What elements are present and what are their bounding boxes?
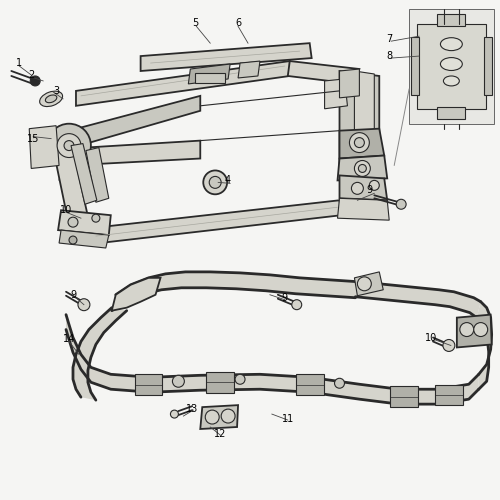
Text: 3: 3 bbox=[53, 86, 59, 96]
Circle shape bbox=[474, 322, 488, 336]
Bar bbox=[390, 386, 418, 407]
Bar bbox=[196, 73, 225, 83]
Polygon shape bbox=[112, 272, 360, 310]
Polygon shape bbox=[288, 61, 360, 84]
Circle shape bbox=[354, 138, 364, 147]
Bar bbox=[409, 10, 494, 124]
Text: 11: 11 bbox=[282, 414, 294, 424]
Circle shape bbox=[460, 322, 474, 336]
Polygon shape bbox=[340, 176, 387, 201]
Ellipse shape bbox=[46, 95, 57, 102]
Polygon shape bbox=[476, 302, 492, 389]
Ellipse shape bbox=[444, 76, 460, 86]
Text: 10: 10 bbox=[60, 205, 72, 215]
Circle shape bbox=[206, 410, 219, 424]
Polygon shape bbox=[356, 282, 480, 318]
Circle shape bbox=[204, 170, 227, 194]
Polygon shape bbox=[71, 144, 97, 204]
Bar bbox=[484, 37, 492, 95]
Polygon shape bbox=[354, 71, 374, 186]
Text: 15: 15 bbox=[27, 134, 40, 143]
Circle shape bbox=[334, 378, 344, 388]
Circle shape bbox=[57, 134, 81, 158]
Circle shape bbox=[92, 214, 100, 222]
Polygon shape bbox=[73, 308, 126, 400]
Circle shape bbox=[47, 124, 91, 168]
Bar bbox=[411, 37, 419, 95]
Text: 9: 9 bbox=[282, 292, 288, 302]
Text: 8: 8 bbox=[386, 51, 392, 61]
Circle shape bbox=[292, 300, 302, 310]
Circle shape bbox=[64, 140, 74, 150]
Circle shape bbox=[170, 410, 178, 418]
Circle shape bbox=[354, 160, 370, 176]
Polygon shape bbox=[140, 43, 312, 71]
Circle shape bbox=[358, 277, 372, 291]
Polygon shape bbox=[457, 314, 492, 348]
Circle shape bbox=[30, 76, 40, 86]
Circle shape bbox=[350, 132, 370, 152]
Text: 9: 9 bbox=[70, 290, 76, 300]
Ellipse shape bbox=[440, 58, 462, 70]
Polygon shape bbox=[238, 61, 260, 78]
Polygon shape bbox=[340, 69, 359, 98]
Circle shape bbox=[69, 236, 77, 244]
Polygon shape bbox=[324, 79, 347, 109]
Polygon shape bbox=[91, 200, 342, 244]
Bar bbox=[134, 374, 162, 395]
Circle shape bbox=[78, 298, 90, 310]
Polygon shape bbox=[200, 405, 238, 429]
Polygon shape bbox=[340, 128, 384, 158]
Text: 12: 12 bbox=[214, 429, 226, 439]
Circle shape bbox=[370, 180, 380, 190]
Text: 14: 14 bbox=[63, 334, 75, 344]
Polygon shape bbox=[59, 168, 85, 180]
Polygon shape bbox=[338, 198, 389, 220]
Polygon shape bbox=[112, 278, 160, 310]
Text: 13: 13 bbox=[186, 404, 198, 414]
Circle shape bbox=[68, 217, 78, 227]
Text: 9: 9 bbox=[366, 186, 372, 196]
Polygon shape bbox=[53, 148, 91, 235]
Bar bbox=[296, 374, 324, 395]
Bar bbox=[206, 372, 234, 393]
Polygon shape bbox=[86, 148, 109, 203]
Circle shape bbox=[235, 374, 245, 384]
Text: 10: 10 bbox=[425, 332, 437, 342]
Polygon shape bbox=[76, 61, 290, 106]
Polygon shape bbox=[29, 126, 59, 168]
Bar bbox=[435, 384, 463, 406]
Text: 4: 4 bbox=[225, 176, 231, 186]
Circle shape bbox=[172, 376, 184, 387]
Polygon shape bbox=[69, 96, 200, 148]
Circle shape bbox=[358, 164, 366, 172]
Polygon shape bbox=[69, 140, 200, 166]
Ellipse shape bbox=[440, 38, 462, 51]
Text: 6: 6 bbox=[235, 18, 241, 28]
Circle shape bbox=[221, 409, 235, 423]
Polygon shape bbox=[66, 314, 478, 404]
Bar bbox=[437, 14, 465, 26]
Polygon shape bbox=[56, 128, 83, 170]
Text: 5: 5 bbox=[192, 18, 198, 28]
Polygon shape bbox=[188, 64, 230, 84]
Circle shape bbox=[443, 340, 455, 351]
Polygon shape bbox=[338, 156, 387, 180]
Circle shape bbox=[396, 200, 406, 209]
Polygon shape bbox=[59, 230, 109, 248]
Text: 1: 1 bbox=[16, 58, 22, 68]
Polygon shape bbox=[58, 210, 111, 235]
Polygon shape bbox=[340, 71, 380, 186]
Polygon shape bbox=[354, 272, 384, 295]
Text: 7: 7 bbox=[386, 34, 392, 44]
Circle shape bbox=[209, 176, 221, 188]
Circle shape bbox=[352, 182, 364, 194]
Bar bbox=[437, 107, 465, 118]
Polygon shape bbox=[417, 24, 486, 109]
Ellipse shape bbox=[40, 91, 62, 106]
Text: 2: 2 bbox=[28, 70, 34, 80]
